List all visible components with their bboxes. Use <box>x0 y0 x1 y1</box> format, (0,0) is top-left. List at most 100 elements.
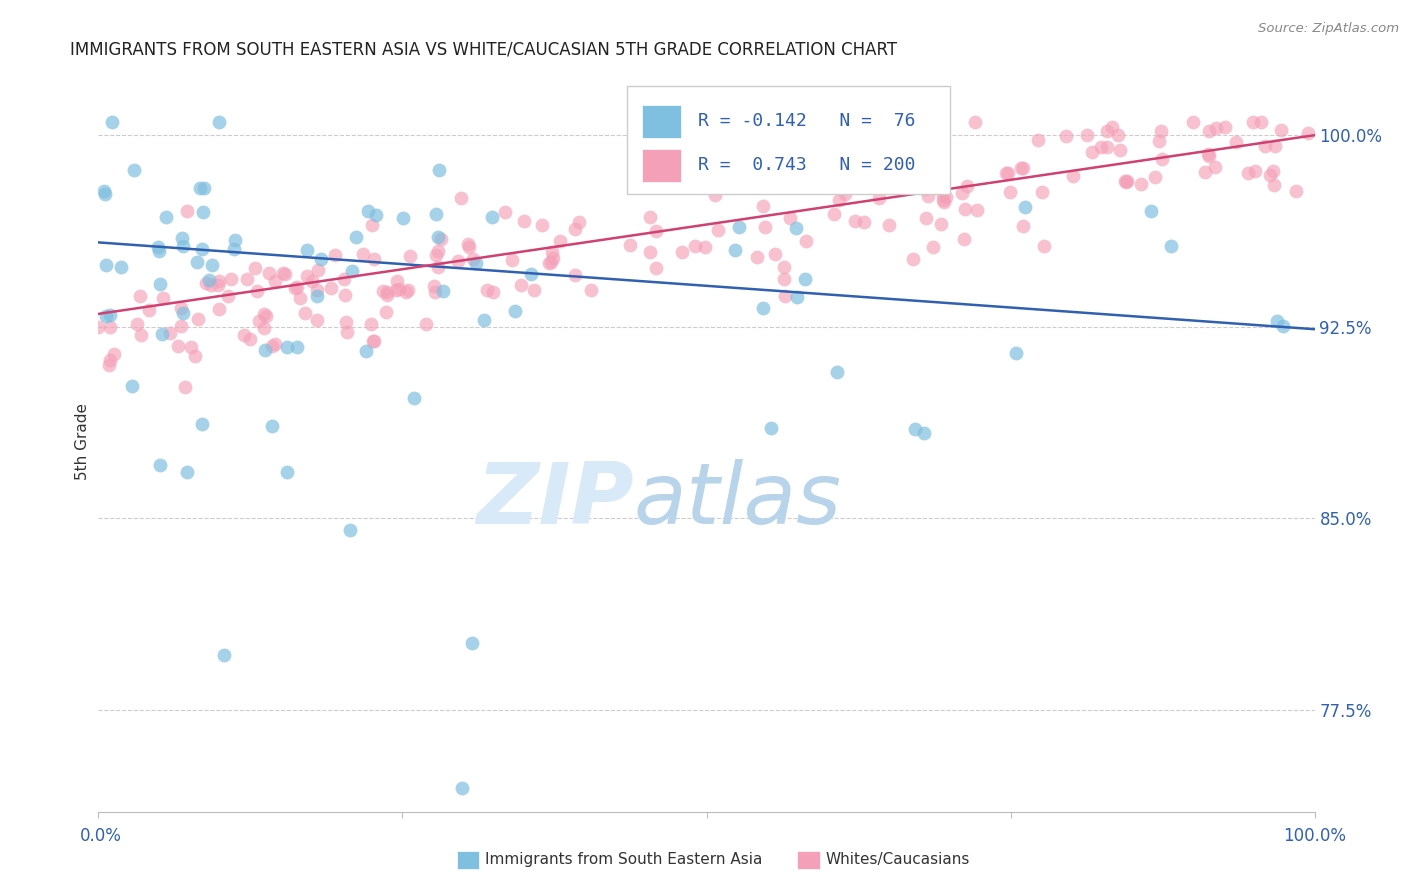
Point <box>751 115 773 129</box>
Point <box>1129 177 1152 191</box>
Point <box>169 318 191 333</box>
Point <box>94 310 117 324</box>
Point <box>217 289 239 303</box>
Point <box>191 417 214 431</box>
Point <box>1095 140 1118 154</box>
Point <box>385 274 408 288</box>
Point <box>963 115 986 129</box>
Point <box>366 208 388 222</box>
Point <box>1101 120 1123 134</box>
Point <box>447 253 470 268</box>
Point <box>1012 219 1035 234</box>
Point <box>285 340 308 354</box>
Point <box>638 245 661 260</box>
Point <box>1115 175 1137 189</box>
Text: IMMIGRANTS FROM SOUTH EASTERN ASIA VS WHITE/CAUCASIAN 5TH GRADE CORRELATION CHAR: IMMIGRANTS FROM SOUTH EASTERN ASIA VS WH… <box>70 40 897 58</box>
Point <box>1010 161 1032 176</box>
Text: Immigrants from South Eastern Asia: Immigrants from South Eastern Asia <box>485 853 762 867</box>
Point <box>427 260 450 274</box>
Point <box>294 306 316 320</box>
Point <box>995 166 1018 180</box>
Point <box>1144 169 1167 184</box>
Point <box>212 648 235 662</box>
Point <box>263 337 285 351</box>
Point <box>208 302 231 317</box>
Point <box>176 203 198 218</box>
Point <box>932 194 955 208</box>
Point <box>752 301 775 315</box>
Point <box>319 281 342 295</box>
Point <box>1062 169 1084 183</box>
Point <box>1225 135 1247 149</box>
Point <box>1236 166 1258 180</box>
Point <box>121 379 143 393</box>
Point <box>482 285 505 299</box>
Point <box>763 247 786 261</box>
Point <box>427 162 450 177</box>
Point <box>475 284 498 298</box>
Point <box>101 115 124 129</box>
Point <box>773 289 796 303</box>
Point <box>339 524 361 538</box>
Point <box>377 285 399 300</box>
Point <box>290 291 312 305</box>
Point <box>457 236 479 251</box>
Point <box>703 188 725 202</box>
Point <box>932 188 955 202</box>
Point <box>877 219 900 233</box>
Point <box>1205 120 1227 135</box>
Point <box>472 313 495 327</box>
Point <box>94 258 117 272</box>
Point <box>207 277 229 292</box>
Point <box>127 317 149 331</box>
Point <box>465 256 488 270</box>
Point <box>184 350 207 364</box>
Point <box>254 309 277 323</box>
Point <box>1204 160 1226 174</box>
Point <box>564 268 586 282</box>
Point <box>363 334 385 348</box>
Point <box>786 290 808 304</box>
Point <box>197 273 219 287</box>
Point <box>191 242 214 256</box>
Point <box>564 222 586 236</box>
Point <box>458 240 481 254</box>
Point <box>934 194 956 209</box>
Point <box>520 267 543 281</box>
Point <box>232 328 254 343</box>
Point <box>779 211 801 225</box>
Point <box>513 214 536 228</box>
Point <box>727 220 749 235</box>
Point <box>901 128 924 143</box>
Point <box>188 181 211 195</box>
Point <box>170 231 193 245</box>
Point <box>1263 178 1285 192</box>
Text: Whites/Caucasians: Whites/Caucasians <box>825 853 970 867</box>
Point <box>1265 314 1288 328</box>
Point <box>510 278 533 293</box>
Point <box>828 193 851 207</box>
Point <box>363 334 385 349</box>
Point <box>1033 239 1056 253</box>
Text: 100.0%: 100.0% <box>1284 827 1346 845</box>
Point <box>425 207 447 221</box>
Point <box>340 264 363 278</box>
Point <box>360 218 382 232</box>
Point <box>1114 174 1136 188</box>
Point <box>917 188 939 202</box>
Point <box>1258 169 1281 183</box>
Point <box>254 343 277 357</box>
Point <box>1076 128 1098 143</box>
Point <box>396 283 419 297</box>
Point <box>769 169 792 184</box>
Point <box>707 223 730 237</box>
Point <box>956 179 979 194</box>
Point <box>152 291 174 305</box>
Point <box>1004 346 1026 360</box>
Point <box>179 341 201 355</box>
FancyBboxPatch shape <box>627 87 950 194</box>
Point <box>336 325 359 339</box>
Point <box>790 134 813 148</box>
Point <box>914 211 936 225</box>
Point <box>1031 185 1053 199</box>
